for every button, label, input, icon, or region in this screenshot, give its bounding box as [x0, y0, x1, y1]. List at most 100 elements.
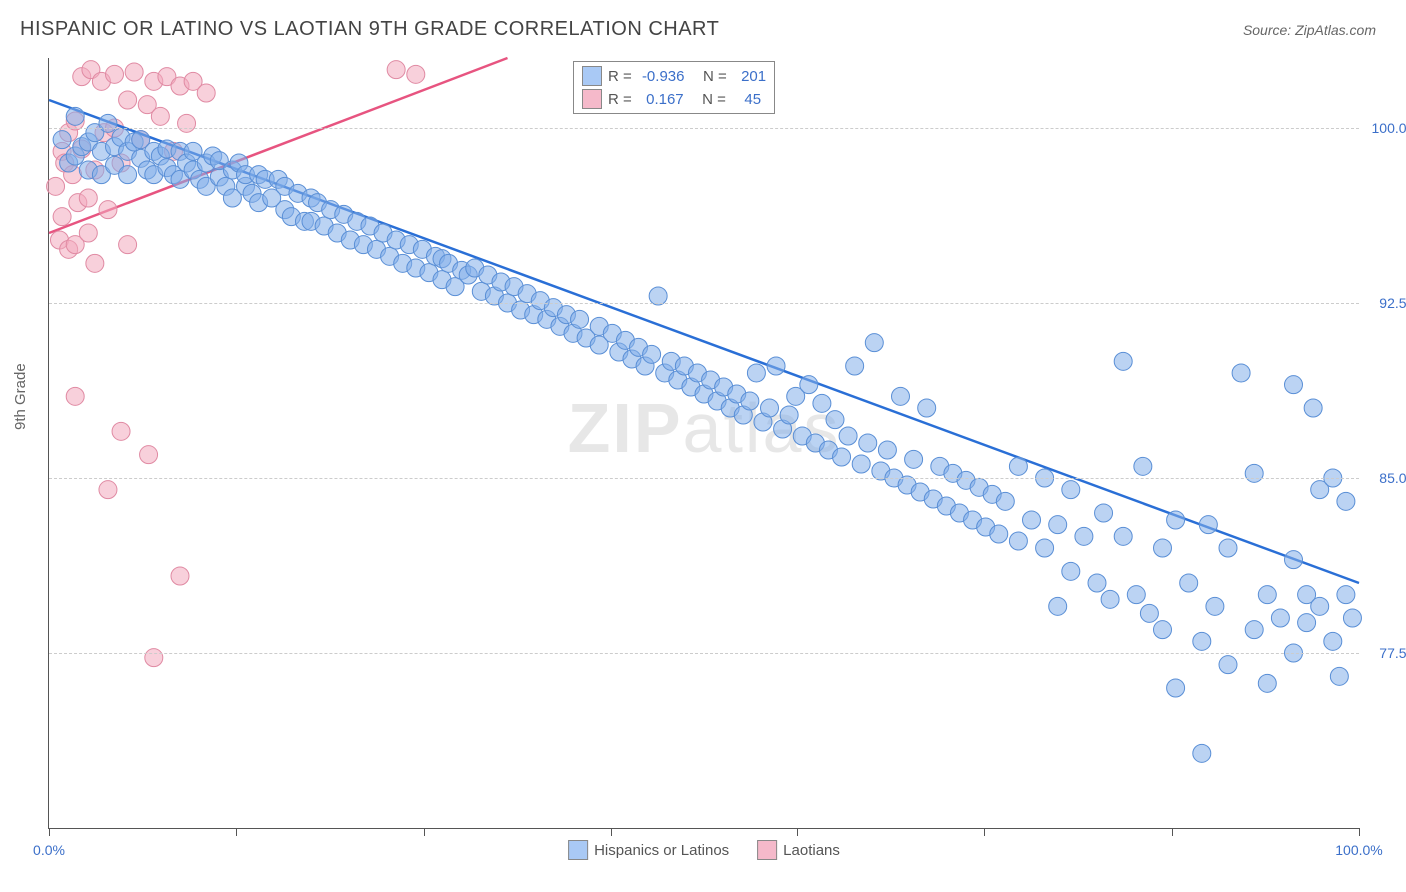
scatter-point-blue	[1285, 376, 1303, 394]
scatter-point-pink	[151, 107, 169, 125]
scatter-point-blue	[1337, 492, 1355, 510]
scatter-point-blue	[1049, 516, 1067, 534]
legend-r-label: R =	[608, 68, 636, 85]
y-tick-label: 85.0%	[1364, 470, 1406, 486]
scatter-point-blue	[1199, 516, 1217, 534]
scatter-point-blue	[1232, 364, 1250, 382]
y-tick-label: 92.5%	[1364, 295, 1406, 311]
scatter-point-blue	[800, 376, 818, 394]
scatter-point-blue	[1062, 481, 1080, 499]
scatter-point-blue	[1154, 539, 1172, 557]
scatter-point-blue	[1101, 590, 1119, 608]
scatter-point-blue	[833, 448, 851, 466]
scatter-point-pink	[99, 481, 117, 499]
scatter-point-blue	[1304, 399, 1322, 417]
legend-n-value: 201	[737, 68, 766, 85]
legend-n-value: 45	[736, 91, 761, 108]
x-tick-label: 100.0%	[1335, 842, 1382, 858]
scatter-point-blue	[1193, 632, 1211, 650]
scatter-point-blue	[846, 357, 864, 375]
scatter-point-blue	[1114, 527, 1132, 545]
gridline-h	[49, 653, 1359, 654]
legend-n-label: N =	[690, 91, 730, 108]
scatter-point-blue	[826, 411, 844, 429]
gridline-h	[49, 128, 1359, 129]
scatter-point-blue	[1324, 632, 1342, 650]
scatter-point-pink	[171, 567, 189, 585]
x-tick	[1172, 828, 1173, 836]
scatter-point-blue	[119, 166, 137, 184]
scatter-point-blue	[996, 492, 1014, 510]
scatter-point-blue	[1285, 551, 1303, 569]
scatter-point-pink	[119, 236, 137, 254]
scatter-point-blue	[918, 399, 936, 417]
scatter-point-blue	[813, 394, 831, 412]
scatter-point-blue	[865, 334, 883, 352]
scatter-point-blue	[53, 131, 71, 149]
y-axis-label: 9th Grade	[12, 363, 29, 430]
scatter-point-blue	[571, 310, 589, 328]
legend-swatch-pink	[757, 840, 777, 860]
scatter-point-blue	[1337, 586, 1355, 604]
correlation-legend-row: R = -0.936 N = 201	[582, 66, 766, 86]
scatter-point-blue	[1088, 574, 1106, 592]
scatter-point-blue	[859, 434, 877, 452]
correlation-legend-row: R = 0.167 N = 45	[582, 89, 766, 109]
plot-area: ZIPatlas R = -0.936 N = 201R = 0.167 N =…	[48, 58, 1359, 829]
scatter-point-pink	[407, 65, 425, 83]
scatter-point-pink	[140, 446, 158, 464]
scatter-point-blue	[1258, 674, 1276, 692]
legend-item-laotians: Laotians	[757, 840, 840, 860]
legend-label-pink: Laotians	[783, 842, 840, 859]
scatter-point-blue	[990, 525, 1008, 543]
scatter-point-blue	[1009, 457, 1027, 475]
x-tick	[984, 828, 985, 836]
scatter-point-blue	[1180, 574, 1198, 592]
scatter-point-blue	[1193, 744, 1211, 762]
x-tick	[49, 828, 50, 836]
scatter-point-blue	[892, 387, 910, 405]
y-tick-label: 77.5%	[1364, 645, 1406, 661]
scatter-point-blue	[1095, 504, 1113, 522]
legend-r-value: -0.936	[642, 68, 685, 85]
scatter-point-pink	[145, 649, 163, 667]
legend-swatch-blue	[568, 840, 588, 860]
scatter-point-blue	[1062, 562, 1080, 580]
legend-r-value: 0.167	[642, 91, 684, 108]
scatter-point-pink	[387, 61, 405, 79]
scatter-point-blue	[1245, 621, 1263, 639]
scatter-point-blue	[747, 364, 765, 382]
scatter-point-blue	[780, 406, 798, 424]
scatter-point-pink	[178, 114, 196, 132]
scatter-point-pink	[47, 177, 65, 195]
scatter-point-pink	[106, 65, 124, 83]
scatter-point-blue	[1140, 604, 1158, 622]
source-prefix: Source:	[1243, 22, 1295, 38]
scatter-point-blue	[839, 427, 857, 445]
scatter-point-blue	[643, 345, 661, 363]
scatter-point-pink	[66, 387, 84, 405]
scatter-point-blue	[1343, 609, 1361, 627]
x-tick	[611, 828, 612, 836]
scatter-point-blue	[1127, 586, 1145, 604]
scatter-point-blue	[1154, 621, 1172, 639]
scatter-point-blue	[1271, 609, 1289, 627]
chart-title: HISPANIC OR LATINO VS LAOTIAN 9TH GRADE …	[20, 18, 719, 41]
scatter-point-blue	[878, 441, 896, 459]
x-tick	[1359, 828, 1360, 836]
scatter-point-pink	[119, 91, 137, 109]
legend-r-label: R =	[608, 91, 636, 108]
scatter-point-blue	[1245, 464, 1263, 482]
scatter-point-blue	[1036, 539, 1054, 557]
scatter-point-pink	[99, 201, 117, 219]
scatter-point-blue	[761, 399, 779, 417]
scatter-point-blue	[1219, 656, 1237, 674]
legend-item-hispanics: Hispanics or Latinos	[568, 840, 729, 860]
scatter-point-blue	[66, 107, 84, 125]
scatter-point-pink	[125, 63, 143, 81]
x-tick	[236, 828, 237, 836]
scatter-point-pink	[112, 422, 130, 440]
gridline-h	[49, 478, 1359, 479]
correlation-legend: R = -0.936 N = 201R = 0.167 N = 45	[573, 61, 775, 114]
scatter-point-blue	[767, 357, 785, 375]
